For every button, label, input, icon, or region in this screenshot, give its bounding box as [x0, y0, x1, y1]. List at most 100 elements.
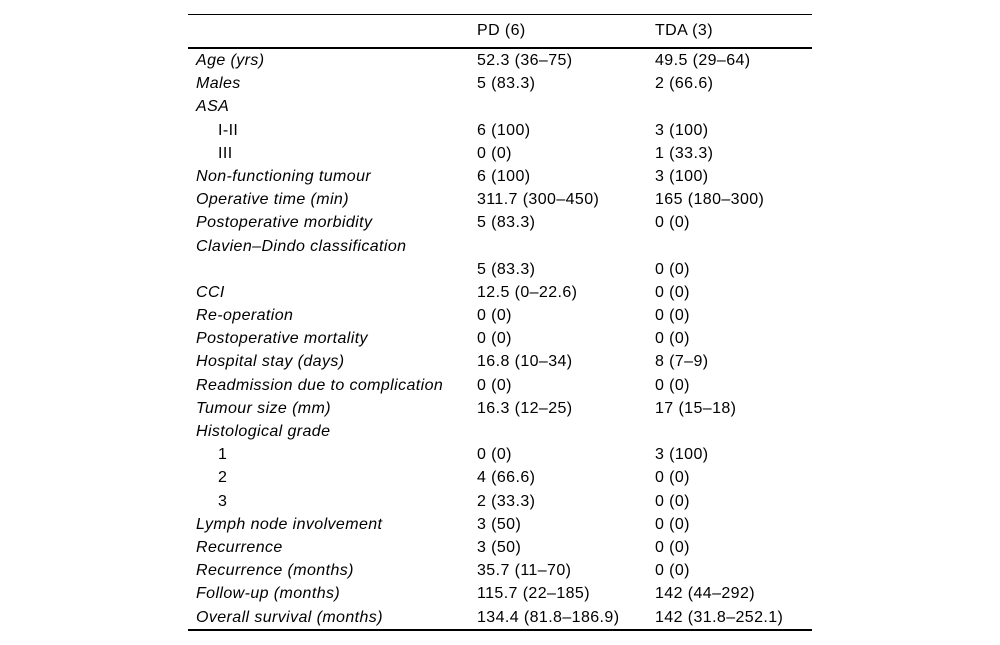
tda-value: 0 (0) [655, 376, 690, 394]
table-row: Age (yrs) 52.3 (36–75) 49.5 (29–64) [188, 49, 812, 72]
row-label: Postoperative mortality [196, 330, 368, 348]
table-row: Re-operation 0 (0) 0 (0) [188, 304, 812, 327]
pd-value: 16.3 (12–25) [477, 399, 573, 417]
table-header-row: PD (6) TDA (3) [188, 15, 812, 49]
tda-value [655, 235, 812, 258]
tda-value: 17 (15–18) [655, 399, 737, 417]
tda-value: 0 (0) [655, 515, 690, 533]
table-row: Lymph node involvement 3 (50) 0 (0) [188, 513, 812, 536]
tda-value: 49.5 (29–64) [655, 52, 751, 69]
row-label: Non-functioning tumour [196, 167, 372, 185]
row-label: Recurrence (months) [196, 562, 354, 580]
tda-value: 0 (0) [655, 307, 690, 325]
tda-value: 0 (0) [655, 260, 690, 278]
pd-value: 6 (100) [477, 121, 531, 139]
pd-value: 35.7 (11–70) [477, 562, 572, 580]
row-label: Operative time (min) [196, 191, 349, 209]
table-row: 1 0 (0) 3 (100) [188, 443, 812, 466]
table-row: Recurrence (months) 35.7 (11–70) 0 (0) [188, 559, 812, 582]
tda-value: 0 (0) [655, 492, 690, 510]
table-row: 3 2 (33.3) 0 (0) [188, 490, 812, 513]
pd-value [477, 235, 655, 258]
pd-value: 4 (66.6) [477, 469, 536, 487]
pd-value: 3 (50) [477, 538, 522, 556]
tda-value: 0 (0) [655, 562, 690, 580]
pd-value [477, 95, 655, 118]
tda-value: 0 (0) [655, 469, 690, 487]
row-label: Histological grade [196, 423, 331, 440]
row-label: Lymph node involvement [196, 515, 383, 533]
tda-value: 3 (100) [655, 446, 709, 464]
row-label: Follow-up (months) [196, 585, 341, 603]
row-label: Males [196, 75, 241, 93]
row-label: Readmission due to complication [196, 376, 444, 394]
tda-value: 142 (31.8–252.1) [655, 608, 784, 626]
row-label: Age (yrs) [196, 52, 265, 69]
row-label: 3 [218, 492, 228, 510]
pd-value: 0 (0) [477, 376, 512, 394]
pd-value: 5 (83.3) [477, 214, 536, 232]
table-row: Tumour size (mm) 16.3 (12–25) 17 (15–18) [188, 397, 812, 420]
tda-value: 0 (0) [655, 283, 690, 301]
pd-value: 0 (0) [477, 307, 512, 325]
pd-value: 2 (33.3) [477, 492, 536, 510]
pd-value: 0 (0) [477, 144, 512, 162]
row-label: Clavien–Dindo classification [196, 237, 407, 255]
row-label: I-II [218, 121, 239, 139]
table-row: Postoperative mortality 0 (0) 0 (0) [188, 327, 812, 350]
tda-value: 0 (0) [655, 538, 690, 556]
tda-value: 165 (180–300) [655, 191, 765, 209]
pd-value: 6 (100) [477, 167, 531, 185]
header-pd-cell: PD (6) [477, 22, 526, 39]
tda-value: 3 (100) [655, 167, 709, 185]
tda-value: 8 (7–9) [655, 353, 709, 371]
tda-value [655, 420, 812, 443]
pd-value [477, 420, 655, 443]
header-tda-cell: TDA (3) [655, 22, 713, 39]
pd-value: 5 (83.3) [477, 75, 536, 93]
table-row: Males 5 (83.3) 2 (66.6) [188, 72, 812, 95]
table-row: ASA [188, 95, 812, 118]
pd-value: 12.5 (0–22.6) [477, 283, 578, 301]
pd-value: 16.8 (10–34) [477, 353, 573, 371]
tda-value: 0 (0) [655, 330, 690, 348]
pd-value: 115.7 (22–185) [477, 585, 590, 603]
tda-value: 0 (0) [655, 214, 690, 232]
tda-value: 1 (33.3) [655, 144, 714, 162]
pd-value: 5 (83.3) [477, 260, 536, 278]
row-label: Hospital stay (days) [196, 353, 345, 371]
row-label [188, 258, 477, 281]
header-parameter-cell [188, 15, 477, 47]
table-row: 5 (83.3) 0 (0) [188, 258, 812, 281]
table-row: CCI 12.5 (0–22.6) 0 (0) [188, 281, 812, 304]
table-row: Readmission due to complication 0 (0) 0 … [188, 374, 812, 397]
table-row: Postoperative morbidity 5 (83.3) 0 (0) [188, 211, 812, 234]
table-body: Age (yrs) 52.3 (36–75) 49.5 (29–64) Male… [188, 49, 812, 631]
pd-value: 3 (50) [477, 515, 522, 533]
pd-value: 311.7 (300–450) [477, 191, 600, 209]
table-row: Operative time (min) 311.7 (300–450) 165… [188, 188, 812, 211]
row-label: 2 [218, 469, 228, 487]
table-row: Histological grade [188, 420, 812, 443]
pd-value: 0 (0) [477, 446, 512, 464]
row-label: ASA [196, 98, 230, 116]
pd-value: 0 (0) [477, 330, 512, 348]
comparison-table: PD (6) TDA (3) Age (yrs) 52.3 (36–75) 49… [188, 14, 812, 631]
tda-value: 3 (100) [655, 121, 709, 139]
row-label: Re-operation [196, 307, 294, 325]
table-row: Follow-up (months) 115.7 (22–185) 142 (4… [188, 582, 812, 605]
row-label: Postoperative morbidity [196, 214, 373, 232]
table-row: Recurrence 3 (50) 0 (0) [188, 536, 812, 559]
table-row: 2 4 (66.6) 0 (0) [188, 466, 812, 489]
pd-value: 134.4 (81.8–186.9) [477, 608, 620, 626]
row-label: Tumour size (mm) [196, 399, 331, 417]
table-row: III 0 (0) 1 (33.3) [188, 142, 812, 165]
tda-value: 142 (44–292) [655, 585, 755, 603]
table-row: Hospital stay (days) 16.8 (10–34) 8 (7–9… [188, 350, 812, 373]
tda-value [655, 95, 812, 118]
tda-value: 2 (66.6) [655, 75, 714, 93]
table-row: Non-functioning tumour 6 (100) 3 (100) [188, 165, 812, 188]
row-label: III [218, 144, 233, 162]
row-label: Overall survival (months) [196, 608, 383, 626]
